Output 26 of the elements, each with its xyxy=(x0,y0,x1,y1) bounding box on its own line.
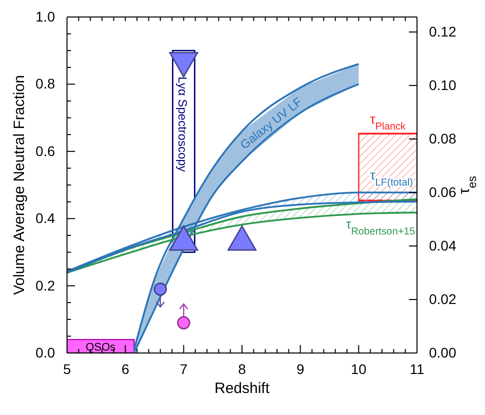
y2-tick-label: 0.10 xyxy=(429,76,456,93)
series-label: QSOs xyxy=(86,342,116,354)
y-axis-title: Volume Average Neutral Fraction xyxy=(11,75,28,295)
y2-tick-label: 0.06 xyxy=(429,184,456,200)
y-tick-label: 0.6 xyxy=(36,142,56,159)
y-tick-label: 0.4 xyxy=(36,210,56,226)
y-tick-label: 0.2 xyxy=(36,277,56,294)
series-label: τ$_{Robertson+15}$ xyxy=(346,216,416,238)
y2-tick-label: 0.08 xyxy=(429,130,456,146)
y-tick-label: 0.0 xyxy=(36,344,56,360)
y-tick-label: 1.0 xyxy=(36,8,56,24)
y-tick-label: 0.8 xyxy=(36,76,56,92)
x-tick-label: 8 xyxy=(238,360,246,377)
x-tick-label: 7 xyxy=(180,360,188,377)
series-label: Lyα Spectroscopy xyxy=(176,76,190,172)
x-axis-title: Redshift xyxy=(214,380,270,397)
series-label: τ$_{Planck}$ xyxy=(370,112,407,132)
x-tick-label: 5 xyxy=(63,360,72,377)
x-tick-label: 11 xyxy=(410,360,424,377)
x-tick-label: 6 xyxy=(121,360,130,377)
y2-tick-label: 0.02 xyxy=(429,290,456,307)
y2-tick-label: 0.04 xyxy=(429,237,456,254)
x-tick-label: 9 xyxy=(296,360,304,377)
y2-tick-label: 0.12 xyxy=(429,23,456,40)
y2-tick-label: 0.00 xyxy=(429,344,456,360)
x-tick-label: 10 xyxy=(350,360,367,377)
